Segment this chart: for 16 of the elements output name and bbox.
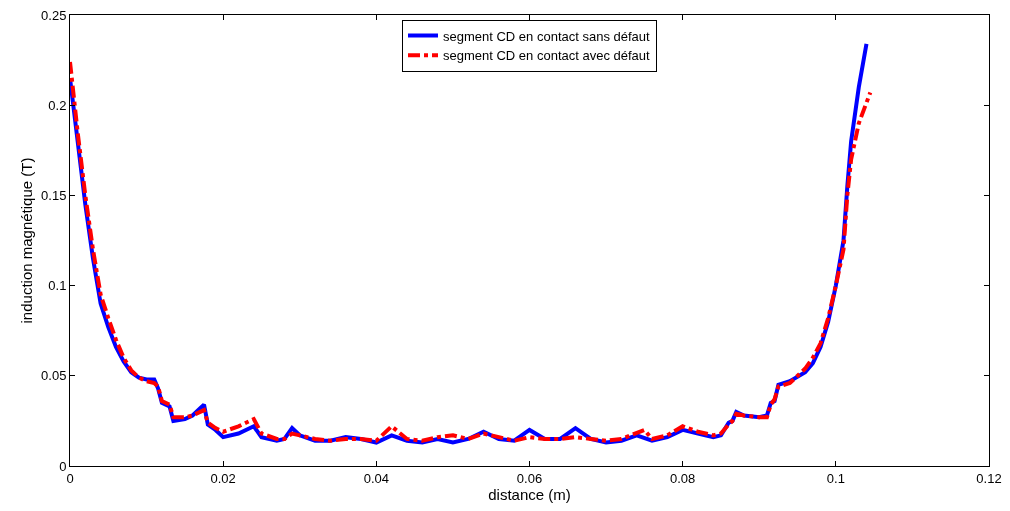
legend-label: segment CD en contact sans défaut xyxy=(443,28,651,44)
legend-label: segment CD en contact avec défaut xyxy=(443,48,651,64)
y-tick-label: 0.05 xyxy=(41,368,67,384)
y-tick-label: 0.25 xyxy=(41,7,67,23)
y-tick-label: 0.15 xyxy=(41,187,67,203)
x-axis-title: distance (m) xyxy=(488,485,571,503)
x-tick-label: 0.1 xyxy=(826,470,845,486)
y-tick-label: 0.2 xyxy=(48,97,67,113)
x-tick-label: 0.02 xyxy=(210,470,236,486)
x-tick-label: 0.08 xyxy=(670,470,696,486)
x-tick-label: 0.04 xyxy=(363,470,389,486)
y-tick-label: 0.1 xyxy=(48,278,67,294)
y-axis-title: induction magnétique (T) xyxy=(18,157,36,324)
x-tick-label: 0.06 xyxy=(516,470,543,486)
x-tick-label: 0.12 xyxy=(976,470,1002,486)
y-tick-label: 0 xyxy=(59,458,67,474)
